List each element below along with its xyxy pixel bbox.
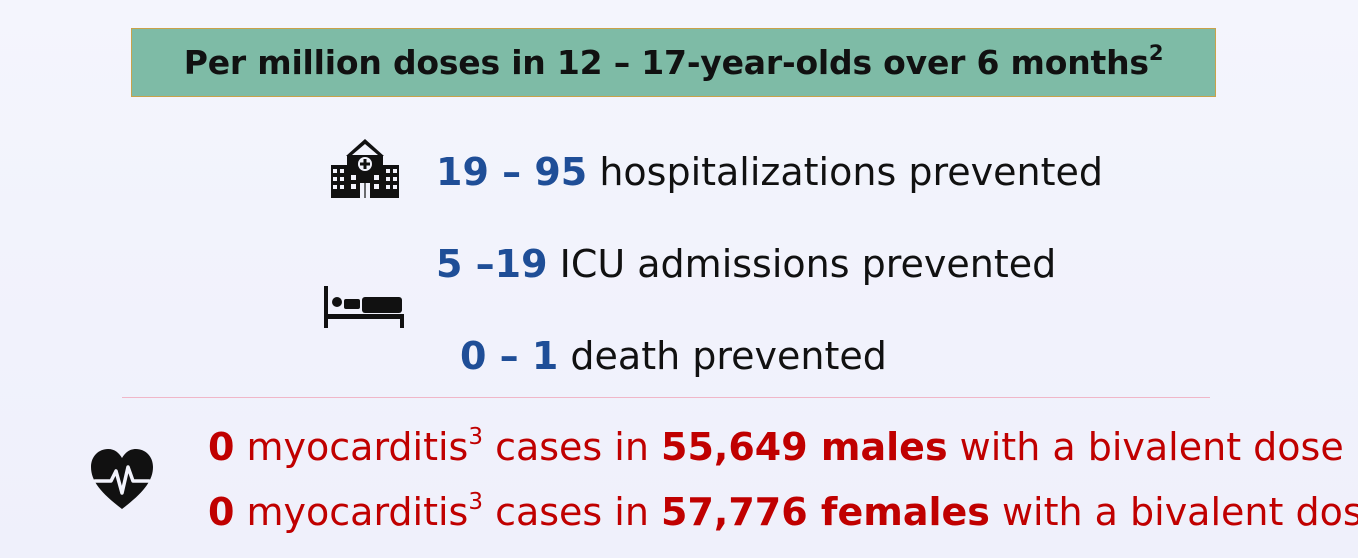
stat-label: death prevented — [558, 334, 887, 378]
stat-hospitalizations: 19 – 95 hospitalizations prevented — [436, 150, 1103, 194]
title-text: Per million doses in 12 – 17-year-olds o… — [183, 41, 1164, 83]
title-superscript: 2 — [1148, 41, 1164, 65]
hospital-bed-icon — [324, 286, 404, 328]
stat-icu: 5 –19 ICU admissions prevented — [436, 242, 1056, 286]
stat-number: 0 – 1 — [460, 334, 559, 378]
hospital-icon — [331, 139, 399, 198]
myocarditis-females: 0 myocarditis3 cases in 57,776 females w… — [208, 489, 1358, 534]
myocarditis-males: 0 myocarditis3 cases in 55,649 males wit… — [208, 424, 1344, 469]
stat-number: 5 –19 — [436, 242, 548, 286]
stat-label: ICU admissions prevented — [547, 242, 1057, 286]
divider — [122, 397, 1210, 398]
heart-pulse-icon — [91, 449, 153, 509]
title-banner: Per million doses in 12 – 17-year-olds o… — [131, 28, 1216, 97]
stat-label: hospitalizations prevented — [587, 150, 1103, 194]
stat-number: 19 – 95 — [436, 150, 588, 194]
stat-deaths: 0 – 1 death prevented — [460, 334, 887, 378]
